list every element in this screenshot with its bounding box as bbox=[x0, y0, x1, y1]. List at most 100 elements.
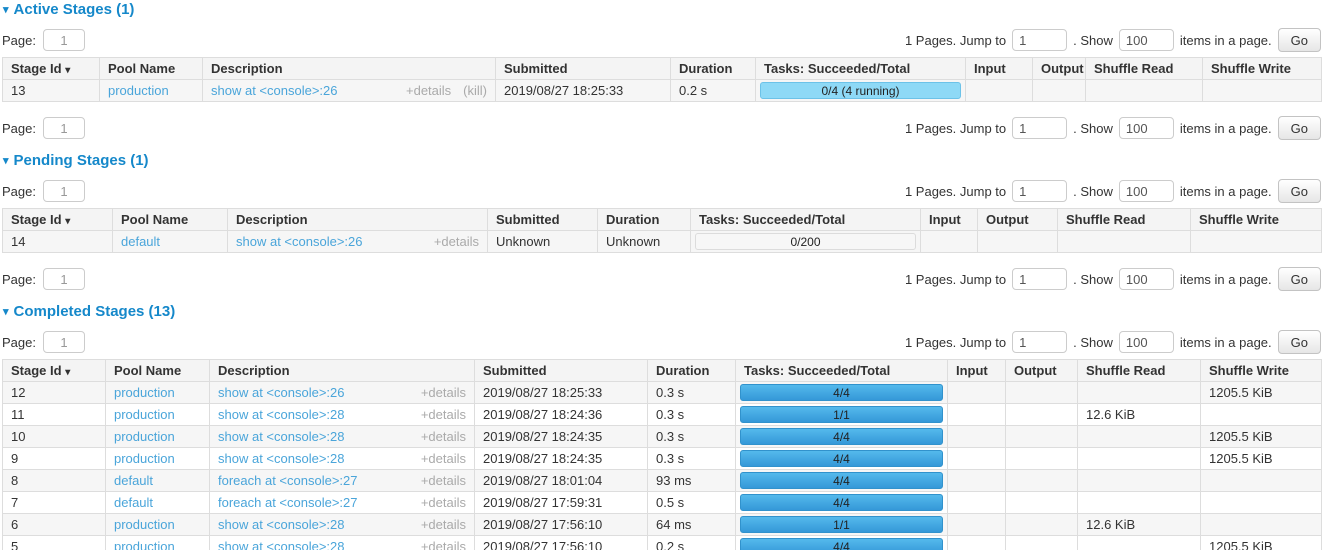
stage-id-cell: 8 bbox=[2, 469, 106, 492]
col-header-duration[interactable]: Duration bbox=[597, 208, 691, 231]
go-button[interactable]: Go bbox=[1277, 116, 1321, 140]
details-toggle[interactable]: +details bbox=[420, 451, 466, 466]
col-header-output[interactable]: Output bbox=[1032, 57, 1086, 80]
items-per-page-input[interactable] bbox=[1118, 331, 1174, 353]
pool-name-link[interactable]: production bbox=[114, 517, 175, 532]
col-header-shuffle-read[interactable]: Shuffle Read bbox=[1077, 359, 1201, 382]
stage-description-link[interactable]: show at <console>:26 bbox=[218, 385, 345, 400]
jump-to-page-input[interactable] bbox=[1012, 29, 1068, 51]
col-header-submitted[interactable]: Submitted bbox=[495, 57, 671, 80]
stage-description-link[interactable]: show at <console>:28 bbox=[218, 539, 345, 550]
page-number-input[interactable] bbox=[42, 180, 85, 202]
pool-name-link[interactable]: production bbox=[114, 407, 175, 422]
pool-name-link[interactable]: default bbox=[114, 495, 154, 510]
pagination-bar: Page: 1 Pages. Jump to . Show items in a… bbox=[2, 28, 1321, 52]
shuffle-write-cell: 1205.5 KiB bbox=[1200, 447, 1322, 470]
pool-name-link[interactable]: production bbox=[114, 385, 175, 400]
col-header-description[interactable]: Description bbox=[202, 57, 496, 80]
description-cell: +details show at <console>:28 bbox=[209, 447, 475, 470]
duration-cell: 0.3 s bbox=[647, 381, 736, 404]
col-header-stage-id[interactable]: Stage Id ▾ bbox=[2, 208, 113, 231]
stage-description-link[interactable]: show at <console>:28 bbox=[218, 451, 345, 466]
col-header-input[interactable]: Input bbox=[947, 359, 1006, 382]
stage-description-link[interactable]: show at <console>:26 bbox=[236, 234, 363, 249]
col-header-input[interactable]: Input bbox=[965, 57, 1033, 80]
section-header-pending-stages[interactable]: ▾ Pending Stages (1) bbox=[3, 153, 1321, 169]
details-toggle[interactable]: +details bbox=[420, 473, 466, 488]
pool-name-link[interactable]: production bbox=[114, 539, 175, 550]
task-progress-bar: 4/4 bbox=[740, 428, 943, 445]
col-header-shuffle-read[interactable]: Shuffle Read bbox=[1057, 208, 1191, 231]
output-cell bbox=[1005, 535, 1078, 550]
col-header-stage-id[interactable]: Stage Id ▾ bbox=[2, 57, 100, 80]
col-header-submitted[interactable]: Submitted bbox=[474, 359, 648, 382]
tasks-cell: 1/1 bbox=[735, 513, 948, 536]
shuffle-write-cell bbox=[1190, 230, 1322, 253]
go-button[interactable]: Go bbox=[1277, 330, 1321, 354]
col-header-output[interactable]: Output bbox=[977, 208, 1058, 231]
col-header-description[interactable]: Description bbox=[209, 359, 475, 382]
jump-to-page-input[interactable] bbox=[1012, 268, 1068, 290]
col-header-pool-name[interactable]: Pool Name bbox=[99, 57, 203, 80]
stage-description-link[interactable]: show at <console>:28 bbox=[218, 517, 345, 532]
col-header-shuffle-write[interactable]: Shuffle Write bbox=[1202, 57, 1322, 80]
items-per-page-input[interactable] bbox=[1118, 180, 1174, 202]
page-number-input[interactable] bbox=[42, 268, 85, 290]
col-header-submitted[interactable]: Submitted bbox=[487, 208, 598, 231]
col-header-input[interactable]: Input bbox=[920, 208, 978, 231]
page-number-input[interactable] bbox=[42, 117, 85, 139]
table-header-row: Stage Id ▾ Pool Name Description Submitt… bbox=[2, 57, 1322, 80]
col-header-output[interactable]: Output bbox=[1005, 359, 1078, 382]
details-toggle[interactable]: +details bbox=[420, 495, 466, 510]
details-toggle[interactable]: +details bbox=[406, 83, 452, 98]
pool-name-link[interactable]: default bbox=[121, 234, 161, 249]
page-number-input[interactable] bbox=[42, 29, 85, 51]
col-header-duration[interactable]: Duration bbox=[670, 57, 756, 80]
jump-to-page-input[interactable] bbox=[1012, 331, 1068, 353]
details-toggle[interactable]: +details bbox=[420, 385, 466, 400]
section-header-active-stages[interactable]: ▾ Active Stages (1) bbox=[3, 2, 1321, 18]
pool-name-link[interactable]: production bbox=[108, 83, 169, 98]
pool-name-link[interactable]: production bbox=[114, 429, 175, 444]
table-header-row: Stage Id ▾ Pool Name Description Submitt… bbox=[2, 359, 1322, 382]
col-header-shuffle-write[interactable]: Shuffle Write bbox=[1190, 208, 1322, 231]
col-header-duration[interactable]: Duration bbox=[647, 359, 736, 382]
col-header-tasks[interactable]: Tasks: Succeeded/Total bbox=[690, 208, 921, 231]
col-header-shuffle-read[interactable]: Shuffle Read bbox=[1085, 57, 1203, 80]
col-header-pool-name[interactable]: Pool Name bbox=[112, 208, 228, 231]
go-button[interactable]: Go bbox=[1277, 28, 1321, 52]
go-button[interactable]: Go bbox=[1277, 267, 1321, 291]
page-number-input[interactable] bbox=[42, 331, 85, 353]
details-toggle[interactable]: +details bbox=[420, 539, 466, 550]
stage-description-link[interactable]: show at <console>:28 bbox=[218, 429, 345, 444]
output-cell bbox=[1005, 491, 1078, 514]
pages-count-text: 1 Pages. Jump to bbox=[904, 334, 1007, 350]
jump-to-page-input[interactable] bbox=[1012, 180, 1068, 202]
col-header-description[interactable]: Description bbox=[227, 208, 488, 231]
details-toggle[interactable]: +details bbox=[420, 407, 466, 422]
col-header-tasks[interactable]: Tasks: Succeeded/Total bbox=[735, 359, 948, 382]
show-label: . Show bbox=[1073, 334, 1113, 350]
items-per-page-input[interactable] bbox=[1118, 29, 1174, 51]
col-header-tasks[interactable]: Tasks: Succeeded/Total bbox=[755, 57, 966, 80]
details-toggle[interactable]: +details bbox=[420, 429, 466, 444]
jump-to-page-input[interactable] bbox=[1012, 117, 1068, 139]
stage-description-link[interactable]: show at <console>:28 bbox=[218, 407, 345, 422]
col-header-shuffle-write[interactable]: Shuffle Write bbox=[1200, 359, 1322, 382]
kill-link[interactable]: (kill) bbox=[463, 83, 487, 98]
stage-description-link[interactable]: foreach at <console>:27 bbox=[218, 473, 358, 488]
pool-name-link[interactable]: default bbox=[114, 473, 154, 488]
go-button[interactable]: Go bbox=[1277, 179, 1321, 203]
stage-id-cell: 5 bbox=[2, 535, 106, 550]
col-header-stage-id[interactable]: Stage Id ▾ bbox=[2, 359, 106, 382]
col-header-pool-name[interactable]: Pool Name bbox=[105, 359, 210, 382]
details-toggle[interactable]: +details bbox=[433, 234, 479, 249]
stage-description-link[interactable]: show at <console>:26 bbox=[211, 83, 338, 98]
items-per-page-input[interactable] bbox=[1118, 117, 1174, 139]
section-header-completed-stages[interactable]: ▾ Completed Stages (13) bbox=[3, 304, 1321, 320]
pool-name-link[interactable]: production bbox=[114, 451, 175, 466]
details-toggle[interactable]: +details bbox=[420, 517, 466, 532]
items-per-page-input[interactable] bbox=[1118, 268, 1174, 290]
stage-description-link[interactable]: foreach at <console>:27 bbox=[218, 495, 358, 510]
input-cell bbox=[947, 425, 1006, 448]
